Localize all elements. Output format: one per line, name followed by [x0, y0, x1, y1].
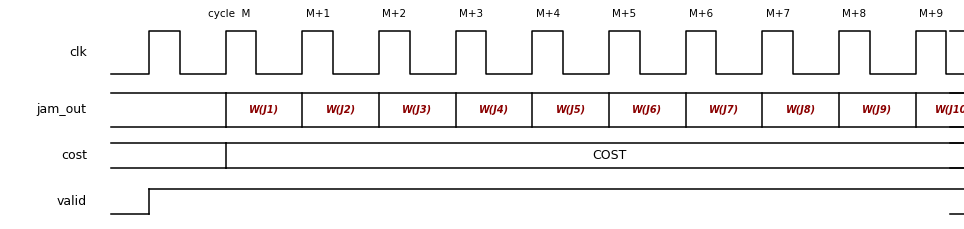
Text: cost: cost — [61, 149, 87, 162]
Text: W(J7): W(J7) — [709, 105, 739, 115]
Text: W(J5): W(J5) — [555, 105, 586, 115]
Text: W(J3): W(J3) — [402, 105, 433, 115]
Text: M+6: M+6 — [689, 9, 713, 19]
Text: W(J1): W(J1) — [249, 105, 280, 115]
Text: M+4: M+4 — [536, 9, 560, 19]
Text: cycle  M: cycle M — [208, 9, 251, 19]
Text: W(J4): W(J4) — [479, 105, 509, 115]
Text: M+5: M+5 — [612, 9, 636, 19]
Text: COST: COST — [592, 149, 627, 162]
Text: clk: clk — [69, 46, 87, 59]
Text: W(J8): W(J8) — [786, 105, 816, 115]
Text: W(J6): W(J6) — [632, 105, 662, 115]
Text: M+2: M+2 — [383, 9, 407, 19]
Text: M+7: M+7 — [765, 9, 790, 19]
Text: W(J10): W(J10) — [935, 105, 964, 115]
Text: W(J9): W(J9) — [862, 105, 893, 115]
Text: valid: valid — [57, 195, 87, 208]
Text: M+9: M+9 — [919, 9, 943, 19]
Text: W(J2): W(J2) — [326, 105, 356, 115]
Text: jam_out: jam_out — [37, 104, 87, 116]
Text: M+8: M+8 — [843, 9, 867, 19]
Text: M+1: M+1 — [306, 9, 330, 19]
Text: M+3: M+3 — [459, 9, 483, 19]
